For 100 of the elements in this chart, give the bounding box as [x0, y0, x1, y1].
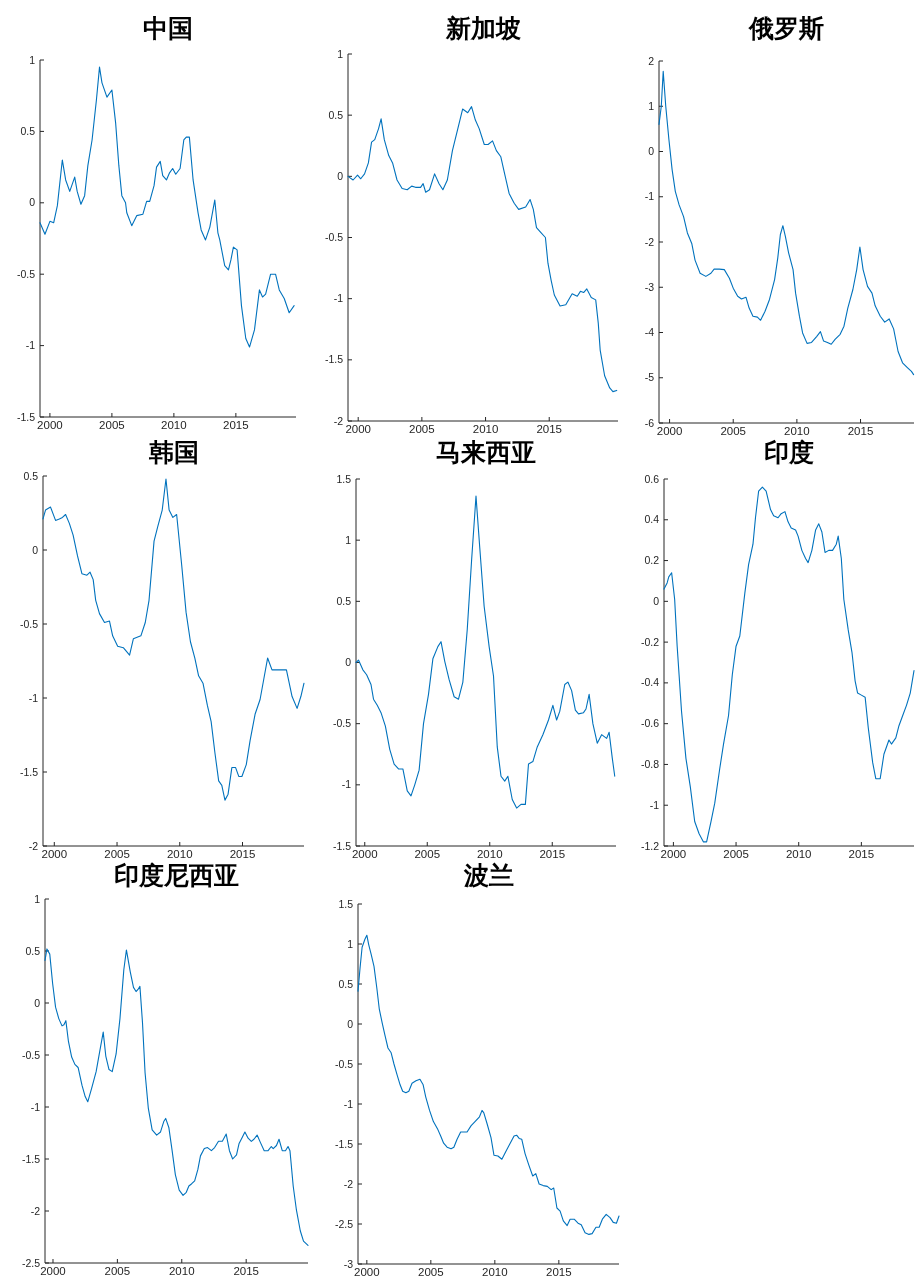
chart-title: 俄罗斯	[748, 14, 824, 42]
y-tick-label: -2	[343, 1177, 354, 1190]
y-tick-label: 0	[345, 656, 352, 668]
y-tick-label: -0.4	[640, 676, 660, 689]
y-tick-label: -0.5	[334, 1057, 354, 1070]
y-tick-label: -2	[28, 839, 39, 852]
y-tick-label: 0.5	[25, 944, 41, 957]
y-tick-label: -0.5	[21, 1048, 41, 1061]
y-tick-label: -1.5	[334, 1137, 354, 1150]
y-tick-label: 1	[347, 937, 354, 950]
y-tick-label: -0.8	[640, 757, 660, 770]
x-tick-label: 2000	[354, 1266, 380, 1278]
y-tick-label: -1.2	[640, 839, 660, 852]
y-tick-label: 0.5	[328, 108, 344, 121]
x-tick-label: 2000	[660, 848, 687, 860]
y-tick-label: -1.5	[19, 765, 39, 778]
x-tick-label: 2010	[785, 848, 812, 860]
y-tick-label: -1	[644, 190, 655, 203]
x-tick-label: 2010	[482, 1266, 508, 1278]
x-tick-label: 2010	[161, 419, 187, 431]
x-tick-label: 2005	[409, 423, 435, 435]
chart-title: 印度尼西亚	[114, 861, 239, 889]
x-tick-label: 2015	[539, 848, 566, 860]
y-tick-label: 0.5	[338, 977, 354, 990]
y-tick-label: -0.5	[19, 617, 39, 630]
y-tick-label: -1	[341, 778, 352, 791]
y-tick-label: 0	[337, 169, 344, 182]
y-tick-label: 0	[32, 543, 39, 556]
x-tick-label: 2000	[345, 423, 371, 435]
chart-title: 马来西亚	[436, 438, 536, 466]
y-tick-label: 2	[648, 54, 655, 67]
chart-title: 波兰	[462, 861, 514, 889]
y-tick-label: -1	[649, 798, 660, 811]
y-tick-label: -1	[25, 339, 36, 352]
y-tick-label: -4	[644, 326, 655, 338]
y-tick-label: -0.5	[332, 717, 352, 730]
x-tick-label: 2000	[351, 848, 378, 860]
y-tick-label: 1	[34, 892, 41, 905]
x-tick-label: 2005	[414, 848, 441, 860]
y-tick-label: -3	[343, 1257, 354, 1270]
x-tick-label: 2015	[546, 1266, 572, 1278]
y-tick-label: -0.5	[16, 267, 36, 280]
x-tick-label: 2010	[784, 425, 810, 437]
chart-title: 新加坡	[444, 14, 521, 42]
x-tick-label: 2005	[104, 848, 130, 860]
x-tick-label: 2005	[99, 419, 125, 431]
y-tick-label: 1	[345, 533, 352, 546]
y-tick-label: -1	[343, 1097, 354, 1110]
y-tick-label: 0	[648, 145, 655, 157]
x-tick-label: 2005	[418, 1266, 444, 1278]
y-tick-label: -1.5	[21, 1152, 41, 1165]
y-tick-label: 1	[648, 99, 655, 112]
x-tick-label: 2005	[723, 848, 749, 860]
x-tick-label: 2015	[223, 419, 249, 431]
y-tick-label: 0	[34, 996, 41, 1009]
x-tick-label: 2015	[229, 848, 256, 860]
y-tick-label: -0.2	[640, 635, 660, 648]
x-tick-label: 2000	[40, 1265, 66, 1277]
y-tick-label: 0.4	[644, 513, 660, 526]
y-tick-label: -1.5	[324, 353, 344, 366]
y-tick-label: -0.5	[324, 231, 344, 243]
x-tick-label: 2000	[656, 425, 683, 437]
y-tick-label: -0.6	[640, 717, 660, 730]
y-tick-label: -1	[30, 1100, 41, 1113]
y-tick-label: 1	[337, 47, 344, 60]
x-tick-label: 2010	[168, 1265, 195, 1277]
y-tick-label: 0.5	[20, 124, 36, 137]
y-tick-label: -2	[644, 235, 655, 248]
y-tick-label: 0.5	[336, 594, 352, 607]
y-tick-label: 0.2	[644, 554, 660, 567]
x-tick-label: 2000	[37, 419, 63, 431]
y-tick-label: -2.5	[21, 1256, 41, 1269]
y-tick-label: 1.5	[336, 472, 352, 485]
x-tick-label: 2015	[233, 1265, 259, 1277]
x-tick-label: 2010	[472, 423, 499, 435]
x-tick-label: 2015	[536, 423, 563, 435]
x-tick-label: 2010	[166, 848, 193, 860]
y-tick-label: 0	[347, 1017, 354, 1030]
chart-title: 中国	[143, 14, 193, 42]
chart-title: 印度	[764, 438, 814, 466]
y-tick-label: -3	[644, 280, 655, 293]
y-tick-label: 0.6	[644, 472, 660, 485]
y-tick-label: -2	[333, 414, 344, 427]
y-tick-label: -1.5	[16, 410, 36, 423]
y-tick-label: -1	[333, 292, 344, 305]
chart-title: 韩国	[147, 438, 199, 466]
x-tick-label: 2015	[848, 848, 875, 860]
y-tick-label: 0.5	[23, 469, 39, 482]
y-tick-label: 0	[653, 594, 660, 607]
y-tick-label: 0	[29, 196, 36, 209]
x-tick-label: 2015	[847, 425, 874, 437]
x-tick-label: 2005	[720, 425, 747, 437]
y-tick-label: -2	[30, 1204, 41, 1217]
y-tick-label: 1	[29, 53, 36, 66]
y-tick-label: -5	[644, 371, 655, 384]
x-tick-label: 2000	[41, 848, 68, 860]
y-tick-label: -1.5	[332, 839, 352, 852]
y-tick-label: -1	[28, 691, 39, 704]
y-tick-label: 1.5	[338, 897, 354, 910]
x-tick-label: 2010	[476, 848, 503, 860]
